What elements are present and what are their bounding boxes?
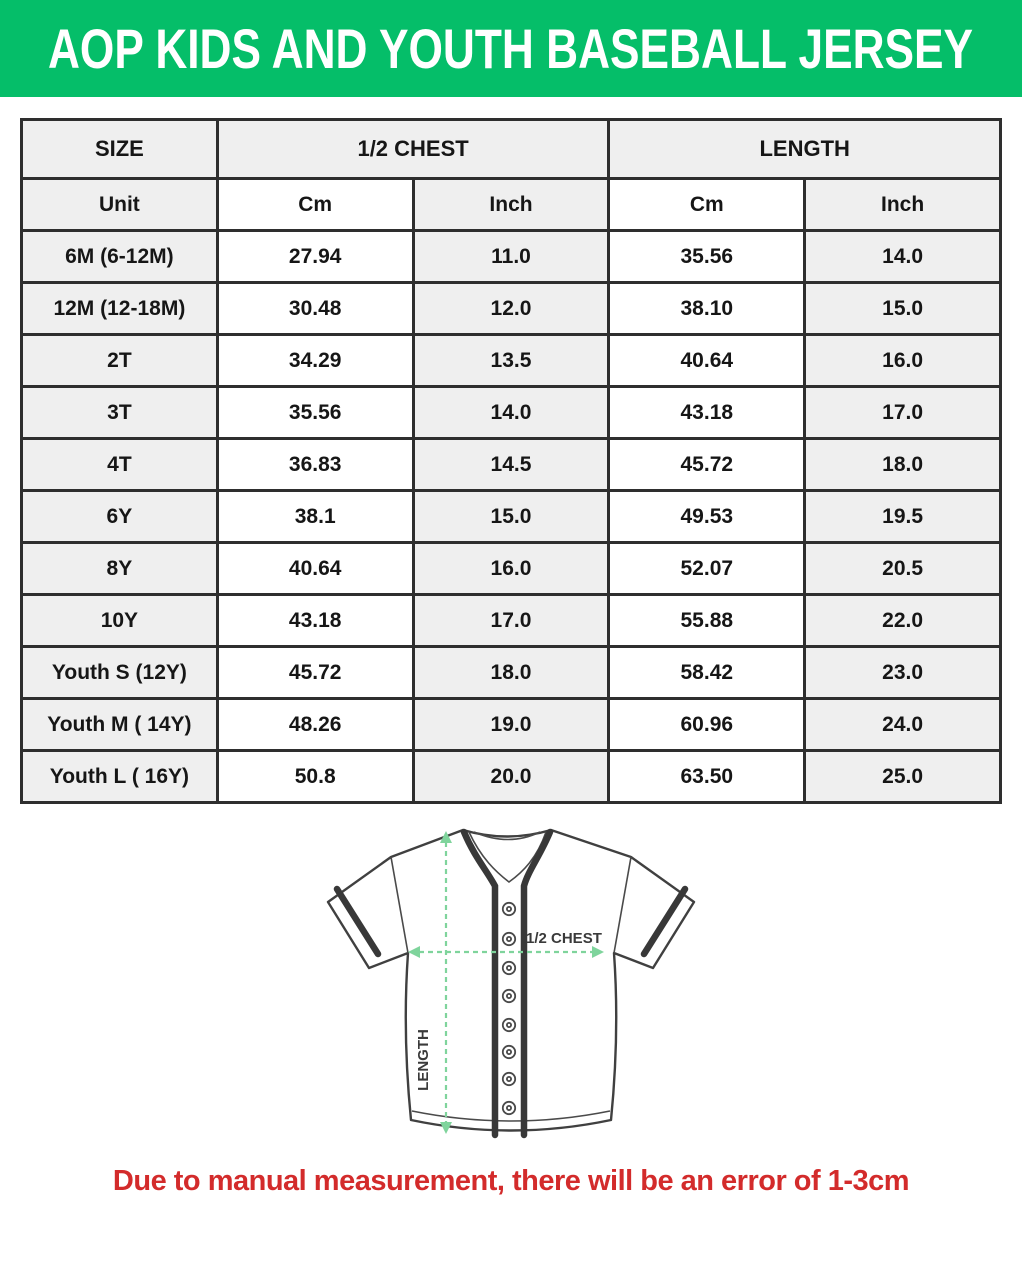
cell-chest-inch: 12.0: [411, 281, 611, 336]
jersey-buttons: [501, 901, 517, 1116]
cell-length-cm: 35.56: [607, 229, 807, 284]
cell-length-cm: 60.96: [607, 697, 807, 752]
cell-length-inch: 25.0: [803, 749, 1002, 804]
half-chest-arrowheads: [408, 946, 604, 958]
cell-chest-cm: 36.83: [215, 437, 415, 492]
size-table: SIZE 1/2 CHEST LENGTH Unit Cm Inch Cm In…: [20, 118, 1002, 804]
size-table-row: 6Y 38.1 15.0 49.53 19.5: [20, 489, 1002, 544]
cell-length-inch: 15.0: [803, 281, 1002, 336]
cell-chest-cm: 35.56: [215, 385, 415, 440]
cell-size: Youth M ( 14Y): [20, 697, 219, 752]
size-table-row: 3T 35.56 14.0 43.18 17.0: [20, 385, 1002, 440]
col-header-half-chest: 1/2 CHEST: [215, 118, 611, 180]
cell-length-cm: 63.50: [607, 749, 807, 804]
size-table-body: 6M (6-12M) 27.94 11.0 35.56 14.0 12M (12-18M)…: [20, 229, 1002, 804]
cell-size: 6M (6-12M): [20, 229, 219, 284]
cell-chest-inch: 17.0: [411, 593, 611, 648]
cell-length-inch: 16.0: [803, 333, 1002, 388]
size-table-row: 8Y 40.64 16.0 52.07 20.5: [20, 541, 1002, 596]
cell-size: 3T: [20, 385, 219, 440]
cell-length-cm: 52.07: [607, 541, 807, 596]
cell-length-cm: 58.42: [607, 645, 807, 700]
cell-chest-cm: 27.94: [215, 229, 415, 284]
jersey-measurement-diagram: 1/2 CHEST LENGTH: [311, 820, 711, 1155]
cell-chest-inch: 19.0: [411, 697, 611, 752]
page-title: AOP KIDS AND YOUTH BASEBALL JERSEY: [48, 17, 974, 80]
cell-size: Youth S (12Y): [20, 645, 219, 700]
size-table-row: 4T 36.83 14.5 45.72 18.0: [20, 437, 1002, 492]
cell-chest-cm: 40.64: [215, 541, 415, 596]
col-header-size: SIZE: [20, 118, 219, 180]
cell-length-cm: 43.18: [607, 385, 807, 440]
cell-chest-inch: 13.5: [411, 333, 611, 388]
col-header-length: LENGTH: [607, 118, 1002, 180]
size-table-row: 10Y 43.18 17.0 55.88 22.0: [20, 593, 1002, 648]
cell-length-cm: 40.64: [607, 333, 807, 388]
cell-size: 6Y: [20, 489, 219, 544]
half-chest-label: 1/2 CHEST: [526, 930, 602, 947]
cell-chest-cm: 45.72: [215, 645, 415, 700]
measurement-error-note: Due to manual measurement, there will be…: [112, 1165, 910, 1197]
unit-header-label: Unit: [20, 177, 219, 232]
size-table-row: 6M (6-12M) 27.94 11.0 35.56 14.0: [20, 229, 1002, 284]
cell-length-inch: 20.5: [803, 541, 1002, 596]
title-banner: AOP KIDS AND YOUTH BASEBALL JERSEY: [0, 0, 1022, 97]
cell-length-inch: 23.0: [803, 645, 1002, 700]
unit-header-length-cm: Cm: [607, 177, 807, 232]
group-header-row: SIZE 1/2 CHEST LENGTH: [20, 118, 1002, 180]
cell-chest-cm: 43.18: [215, 593, 415, 648]
cell-length-inch: 18.0: [803, 437, 1002, 492]
cell-chest-inch: 18.0: [411, 645, 611, 700]
cell-length-cm: 55.88: [607, 593, 807, 648]
jersey-trim: [333, 828, 689, 1139]
cell-length-inch: 24.0: [803, 697, 1002, 752]
cell-chest-inch: 14.0: [411, 385, 611, 440]
cell-size: 10Y: [20, 593, 219, 648]
cell-size: 4T: [20, 437, 219, 492]
size-table-row: 2T 34.29 13.5 40.64 16.0: [20, 333, 1002, 388]
length-label: LENGTH: [415, 1029, 432, 1091]
cell-length-inch: 17.0: [803, 385, 1002, 440]
cell-length-inch: 19.5: [803, 489, 1002, 544]
size-table-row: 12M (12-18M) 30.48 12.0 38.10 15.0: [20, 281, 1002, 336]
cell-chest-cm: 48.26: [215, 697, 415, 752]
cell-length-cm: 49.53: [607, 489, 807, 544]
cell-chest-cm: 30.48: [215, 281, 415, 336]
cell-chest-inch: 15.0: [411, 489, 611, 544]
jersey-seams: [390, 831, 632, 1122]
cell-length-inch: 22.0: [803, 593, 1002, 648]
cell-chest-cm: 38.1: [215, 489, 415, 544]
cell-chest-cm: 34.29: [215, 333, 415, 388]
cell-length-cm: 38.10: [607, 281, 807, 336]
cell-chest-inch: 14.5: [411, 437, 611, 492]
unit-header-chest-cm: Cm: [215, 177, 415, 232]
size-table-row: Youth S (12Y) 45.72 18.0 58.42 23.0: [20, 645, 1002, 700]
cell-size: Youth L ( 16Y): [20, 749, 219, 804]
jersey-illustration: 1/2 CHEST LENGTH: [326, 828, 696, 1139]
unit-header-chest-inch: Inch: [411, 177, 611, 232]
cell-length-inch: 14.0: [803, 229, 1002, 284]
cell-chest-inch: 16.0: [411, 541, 611, 596]
cell-chest-cm: 50.8: [215, 749, 415, 804]
size-table-row: Youth L ( 16Y) 50.8 20.0 63.50 25.0: [20, 749, 1002, 804]
cell-length-cm: 45.72: [607, 437, 807, 492]
unit-header-length-inch: Inch: [803, 177, 1002, 232]
cell-chest-inch: 20.0: [411, 749, 611, 804]
unit-header-row: Unit Cm Inch Cm Inch: [20, 177, 1002, 232]
cell-chest-inch: 11.0: [411, 229, 611, 284]
size-chart-page: AOP KIDS AND YOUTH BASEBALL JERSEY SIZE …: [0, 0, 1022, 1197]
cell-size: 2T: [20, 333, 219, 388]
size-table-row: Youth M ( 14Y) 48.26 19.0 60.96 24.0: [20, 697, 1002, 752]
cell-size: 8Y: [20, 541, 219, 596]
cell-size: 12M (12-18M): [20, 281, 219, 336]
length-arrowheads: [440, 831, 452, 1134]
